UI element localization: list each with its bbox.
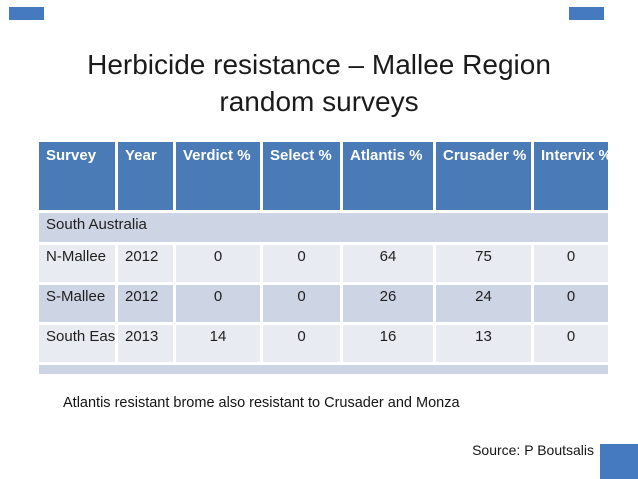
column-header-survey: Survey — [36, 139, 118, 213]
cell-select: 0 — [260, 282, 343, 325]
cell-crusader: 24 — [433, 282, 534, 325]
cell-select: 0 — [260, 242, 343, 285]
cell-survey: N-Mallee — [36, 242, 118, 285]
table-row: N-Mallee 2012 0 0 64 75 0 — [36, 242, 611, 285]
corner-accent-top-right — [569, 7, 604, 20]
empty-band-cell — [36, 362, 611, 377]
slide-title-line1: Herbicide resistance – Mallee Region — [87, 48, 551, 80]
source-credit: Source: P Boutsalis — [472, 442, 594, 458]
table-header-row: Survey Year Verdict % Select % Atlantis … — [36, 139, 611, 213]
cell-intervix: 0 — [531, 322, 611, 365]
cell-survey: S-Mallee — [36, 282, 118, 325]
cell-verdict: 14 — [173, 322, 263, 365]
cell-crusader: 13 — [433, 322, 534, 365]
cell-verdict: 0 — [173, 242, 263, 285]
corner-accent-top-left — [9, 7, 44, 20]
section-row-south-australia: South Australia — [36, 210, 611, 245]
section-label: South Australia — [36, 210, 611, 245]
column-header-intervix: Intervix % — [531, 139, 611, 213]
cell-year: 2013 — [115, 322, 176, 365]
column-header-verdict: Verdict % — [173, 139, 263, 213]
survey-results-table: Survey Year Verdict % Select % Atlantis … — [36, 139, 611, 377]
column-header-atlantis: Atlantis % — [340, 139, 436, 213]
slide-title-line2: random surveys — [219, 85, 419, 117]
column-header-crusader: Crusader % — [433, 139, 534, 213]
cell-year: 2012 — [115, 242, 176, 285]
cell-atlantis: 16 — [340, 322, 436, 365]
corner-accent-bottom-right — [600, 444, 638, 479]
cell-survey: South East — [36, 322, 118, 365]
table-row: South East 2013 14 0 16 13 0 — [36, 322, 611, 365]
cell-verdict: 0 — [173, 282, 263, 325]
cell-atlantis: 26 — [340, 282, 436, 325]
column-header-year: Year — [115, 139, 176, 213]
cell-atlantis: 64 — [340, 242, 436, 285]
table-bottom-band — [36, 362, 611, 377]
cell-intervix: 0 — [531, 282, 611, 325]
table-row: S-Mallee 2012 0 0 26 24 0 — [36, 282, 611, 325]
column-header-select: Select % — [260, 139, 343, 213]
cell-crusader: 75 — [433, 242, 534, 285]
cell-select: 0 — [260, 322, 343, 365]
cell-intervix: 0 — [531, 242, 611, 285]
note-text: Atlantis resistant brome also resistant … — [63, 395, 460, 411]
cell-year: 2012 — [115, 282, 176, 325]
slide-title: Herbicide resistance – Mallee Region ran… — [0, 46, 638, 120]
